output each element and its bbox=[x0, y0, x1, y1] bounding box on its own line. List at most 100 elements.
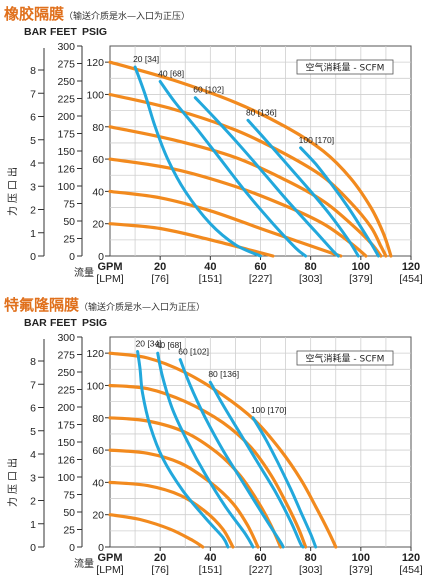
chart1-x-tick-lpm: [454] bbox=[399, 273, 422, 285]
chart1-ylabel-char: 出 bbox=[6, 167, 19, 177]
chart1-x-tick-gpm: 120 bbox=[402, 261, 420, 273]
chart-2-title: 特氟隆隔膜（输送介质是水—入口为正压） bbox=[4, 294, 205, 315]
chart1-bar-tick: 7 bbox=[30, 88, 36, 100]
chart2-feet-tick: 126 bbox=[57, 455, 75, 467]
chart2-air-curve-5 bbox=[251, 416, 318, 549]
chart2-feet-tick: 150 bbox=[57, 437, 75, 449]
chart2-x-tick-gpm: 80 bbox=[305, 552, 317, 564]
chart1-feet-tick: 126 bbox=[57, 164, 75, 176]
chart2-feet-tick: 300 bbox=[57, 332, 75, 344]
chart2-header-bar: BAR bbox=[24, 317, 47, 329]
chart2-x-tick-lpm: [303] bbox=[299, 564, 322, 576]
chart1-legend: 空气消耗量 - SCFM bbox=[296, 59, 394, 75]
chart1-xlabel: 流量 bbox=[74, 266, 94, 279]
chart2-air-curve-1 bbox=[136, 350, 230, 549]
chart1-flow-curve-1 bbox=[108, 60, 393, 258]
chart1-feet-tick: 50 bbox=[63, 216, 75, 228]
chart1-x-tick-lpm: [303] bbox=[299, 273, 322, 285]
chart1-bar-tick: 1 bbox=[30, 228, 36, 240]
chart1-air-curve-4 bbox=[246, 118, 360, 258]
chart1-x-tick-lpm: [LPM] bbox=[96, 273, 124, 285]
chart2-air-curve-3 bbox=[178, 358, 285, 549]
chart2-feet-tick: 250 bbox=[57, 367, 75, 379]
chart2-air-curve-label-2: 40 [68] bbox=[156, 340, 182, 350]
chart1-x-tick-gpm: 20 bbox=[154, 261, 166, 273]
chart2-x-tick-gpm: 40 bbox=[204, 552, 216, 564]
chart2-header-psig: PSIG bbox=[82, 317, 107, 329]
chart1-bar-tick: 4 bbox=[30, 158, 36, 170]
chart2-psig-tick: 60 bbox=[92, 445, 104, 457]
chart2-bar-tick: 1 bbox=[30, 519, 36, 531]
chart1-header-feet: FEET bbox=[50, 26, 77, 38]
chart1-bar-tick: 6 bbox=[30, 112, 36, 124]
chart2-header-feet: FEET bbox=[50, 317, 77, 329]
chart-1-svg: BAR FEET PSIG30027525022520017515012610075… bbox=[6, 26, 423, 285]
chart2-air-curve-4 bbox=[208, 380, 305, 549]
chart1-x-tick-lpm: [227] bbox=[249, 273, 272, 285]
chart2-x-tick-gpm: 20 bbox=[154, 552, 166, 564]
chart2-bar-tick: 0 bbox=[30, 542, 36, 554]
chart1-header-psig: PSIG bbox=[82, 26, 107, 38]
chart2-psig-tick: 120 bbox=[86, 348, 104, 360]
chart1-bar-tick: 8 bbox=[30, 65, 36, 77]
chart2-feet-tick: 275 bbox=[57, 350, 75, 362]
chart2-psig-tick: 40 bbox=[92, 477, 104, 489]
chart2-ylabel-char: 口 bbox=[8, 471, 19, 481]
chart1-air-curve-label-2: 40 [68] bbox=[158, 69, 184, 79]
chart1-x-tick-lpm: [151] bbox=[199, 273, 222, 285]
chart2-psig-tick: 20 bbox=[92, 510, 104, 522]
chart1-ylabel-char: 压 bbox=[7, 193, 19, 203]
chart-2-svg: BAR FEET PSIG30027525022520017515012610075… bbox=[6, 317, 423, 576]
chart2-psig-tick: 100 bbox=[86, 380, 104, 392]
chart1-psig-tick: 60 bbox=[92, 154, 104, 166]
chart2-xlabel: 流量 bbox=[74, 557, 94, 570]
chart2-legend-box bbox=[296, 350, 394, 366]
chart1-air-curve-label-4: 80 [136] bbox=[246, 107, 277, 117]
chart2-air-curve-label-4: 80 [136] bbox=[208, 369, 239, 379]
chart1-header-bar: BAR bbox=[24, 26, 47, 38]
chart1-x-tick-gpm: GPM bbox=[97, 261, 122, 273]
chart1-air-curve-label-1: 20 [34] bbox=[133, 54, 159, 64]
chart2-legend: 空气消耗量 - SCFM bbox=[296, 350, 394, 366]
chart1-air-curve-1 bbox=[133, 65, 262, 258]
chart2-flow-curve-6 bbox=[108, 513, 205, 549]
chart1-ylabel-char: 口 bbox=[8, 180, 19, 190]
chart1-flow-curve-6 bbox=[108, 222, 275, 258]
chart2-x-tick-lpm: [151] bbox=[199, 564, 222, 576]
chart1-air-curve-label-3: 60 [102] bbox=[193, 85, 224, 95]
chart2-feet-tick: 225 bbox=[57, 385, 75, 397]
chart1-x-tick-gpm: 60 bbox=[254, 261, 266, 273]
chart1-feet-tick: 300 bbox=[57, 41, 75, 53]
chart1-psig-tick: 20 bbox=[92, 219, 104, 231]
chart2-bar-tick: 6 bbox=[30, 403, 36, 415]
chart2-air-curve-label-3: 60 [102] bbox=[178, 347, 209, 357]
chart2-x-tick-lpm: [454] bbox=[399, 564, 422, 576]
chart2-legend-text: 空气消耗量 - SCFM bbox=[306, 353, 385, 365]
chart2-bar-tick: 2 bbox=[30, 496, 36, 508]
chart1-bar-tick: 0 bbox=[30, 251, 36, 263]
chart2-feet-tick: 25 bbox=[63, 525, 75, 537]
chart2-bar-tick: 4 bbox=[30, 449, 36, 461]
chart2-feet-tick: 0 bbox=[69, 542, 75, 554]
chart2-feet-tick: 175 bbox=[57, 420, 75, 432]
chart2-x-tick-lpm: [227] bbox=[249, 564, 272, 576]
chart1-feet-tick: 25 bbox=[63, 234, 75, 246]
chart2-flow-curve-2 bbox=[108, 383, 308, 549]
chart1-x-tick-gpm: 40 bbox=[204, 261, 216, 273]
chart1-feet-tick: 250 bbox=[57, 76, 75, 88]
chart2-bar-tick: 8 bbox=[30, 356, 36, 368]
chart1-feet-tick: 200 bbox=[57, 111, 75, 123]
chart2-ylabel-char: 力 bbox=[6, 497, 19, 507]
chart2-air-curve-label-5: 100 [170] bbox=[251, 405, 286, 415]
chart1-feet-tick: 75 bbox=[63, 199, 75, 211]
chart2-flow-curve-1 bbox=[108, 351, 338, 549]
chart2-x-tick-lpm: [76] bbox=[151, 564, 169, 576]
chart2-bar-tick: 5 bbox=[30, 426, 36, 438]
chart2-air-curve-2 bbox=[156, 351, 255, 549]
chart1-psig-tick: 120 bbox=[86, 57, 104, 69]
chart1-psig-tick: 40 bbox=[92, 186, 104, 198]
chart1-psig-tick: 100 bbox=[86, 89, 104, 101]
chart1-feet-tick: 150 bbox=[57, 146, 75, 158]
chart2-ylabel-char: 出 bbox=[6, 458, 19, 468]
chart-2-subtitle: （输送介质是水—入口为正压） bbox=[79, 303, 206, 313]
